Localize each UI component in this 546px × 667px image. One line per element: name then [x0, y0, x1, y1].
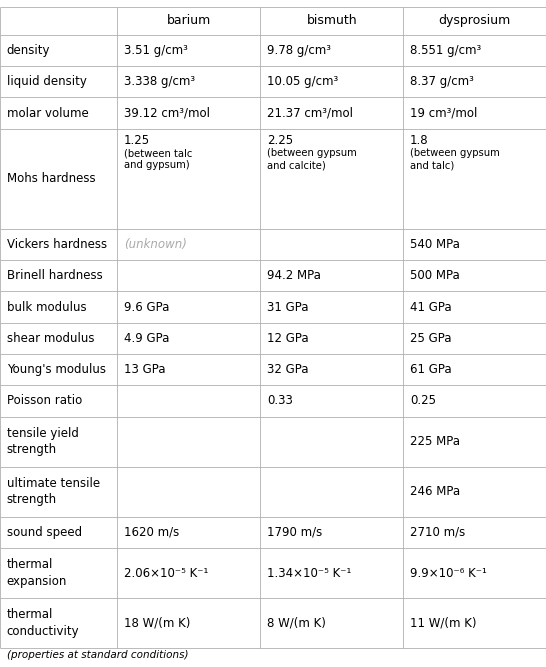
Text: thermal
conductivity: thermal conductivity: [7, 608, 79, 638]
Text: dysprosium: dysprosium: [438, 14, 511, 27]
Text: 500 MPa: 500 MPa: [410, 269, 460, 282]
Text: molar volume: molar volume: [7, 107, 88, 119]
Text: 31 GPa: 31 GPa: [267, 301, 308, 313]
Text: 10.05 g/cm³: 10.05 g/cm³: [267, 75, 338, 88]
Text: 2710 m/s: 2710 m/s: [410, 526, 465, 539]
Text: 1620 m/s: 1620 m/s: [124, 526, 179, 539]
Text: 0.33: 0.33: [267, 394, 293, 408]
Text: Young's modulus: Young's modulus: [7, 364, 105, 376]
Text: 11 W/(m K): 11 W/(m K): [410, 617, 477, 630]
Text: Poisson ratio: Poisson ratio: [7, 394, 82, 408]
Text: 246 MPa: 246 MPa: [410, 486, 460, 498]
Text: 32 GPa: 32 GPa: [267, 364, 308, 376]
Text: 94.2 MPa: 94.2 MPa: [267, 269, 321, 282]
Text: 41 GPa: 41 GPa: [410, 301, 452, 313]
Text: 2.25: 2.25: [267, 134, 293, 147]
Text: 13 GPa: 13 GPa: [124, 364, 165, 376]
Text: shear modulus: shear modulus: [7, 332, 94, 345]
Text: 540 MPa: 540 MPa: [410, 238, 460, 251]
Text: 1.25: 1.25: [124, 134, 150, 147]
Text: bismuth: bismuth: [307, 14, 357, 27]
Text: 1790 m/s: 1790 m/s: [267, 526, 322, 539]
Text: 8.37 g/cm³: 8.37 g/cm³: [410, 75, 474, 88]
Text: bulk modulus: bulk modulus: [7, 301, 86, 313]
Text: (unknown): (unknown): [124, 238, 187, 251]
Text: 0.25: 0.25: [410, 394, 436, 408]
Text: 225 MPa: 225 MPa: [410, 435, 460, 448]
Text: 21.37 cm³/mol: 21.37 cm³/mol: [267, 107, 353, 119]
Text: thermal
expansion: thermal expansion: [7, 558, 67, 588]
Text: 9.78 g/cm³: 9.78 g/cm³: [267, 44, 331, 57]
Text: 8.551 g/cm³: 8.551 g/cm³: [410, 44, 481, 57]
Text: (properties at standard conditions): (properties at standard conditions): [7, 650, 188, 660]
Text: 61 GPa: 61 GPa: [410, 364, 452, 376]
Text: Vickers hardness: Vickers hardness: [7, 238, 106, 251]
Text: 1.8: 1.8: [410, 134, 429, 147]
Text: (between gypsum
and calcite): (between gypsum and calcite): [267, 148, 357, 171]
Text: sound speed: sound speed: [7, 526, 82, 539]
Text: 1.34×10⁻⁵ K⁻¹: 1.34×10⁻⁵ K⁻¹: [267, 566, 352, 580]
Text: 3.338 g/cm³: 3.338 g/cm³: [124, 75, 195, 88]
Text: 12 GPa: 12 GPa: [267, 332, 308, 345]
Text: (between talc
and gypsum): (between talc and gypsum): [124, 148, 192, 171]
Text: 19 cm³/mol: 19 cm³/mol: [410, 107, 477, 119]
Text: 2.06×10⁻⁵ K⁻¹: 2.06×10⁻⁵ K⁻¹: [124, 566, 209, 580]
Text: 25 GPa: 25 GPa: [410, 332, 452, 345]
Text: ultimate tensile
strength: ultimate tensile strength: [7, 477, 100, 506]
Text: 3.51 g/cm³: 3.51 g/cm³: [124, 44, 188, 57]
Text: 9.9×10⁻⁶ K⁻¹: 9.9×10⁻⁶ K⁻¹: [410, 566, 487, 580]
Text: 8 W/(m K): 8 W/(m K): [267, 617, 326, 630]
Text: 9.6 GPa: 9.6 GPa: [124, 301, 169, 313]
Text: 39.12 cm³/mol: 39.12 cm³/mol: [124, 107, 210, 119]
Text: (between gypsum
and talc): (between gypsum and talc): [410, 148, 500, 171]
Text: barium: barium: [167, 14, 211, 27]
Text: 18 W/(m K): 18 W/(m K): [124, 617, 191, 630]
Text: density: density: [7, 44, 50, 57]
Text: tensile yield
strength: tensile yield strength: [7, 427, 79, 456]
Text: liquid density: liquid density: [7, 75, 86, 88]
Text: Brinell hardness: Brinell hardness: [7, 269, 102, 282]
Text: 4.9 GPa: 4.9 GPa: [124, 332, 169, 345]
Text: Mohs hardness: Mohs hardness: [7, 172, 95, 185]
